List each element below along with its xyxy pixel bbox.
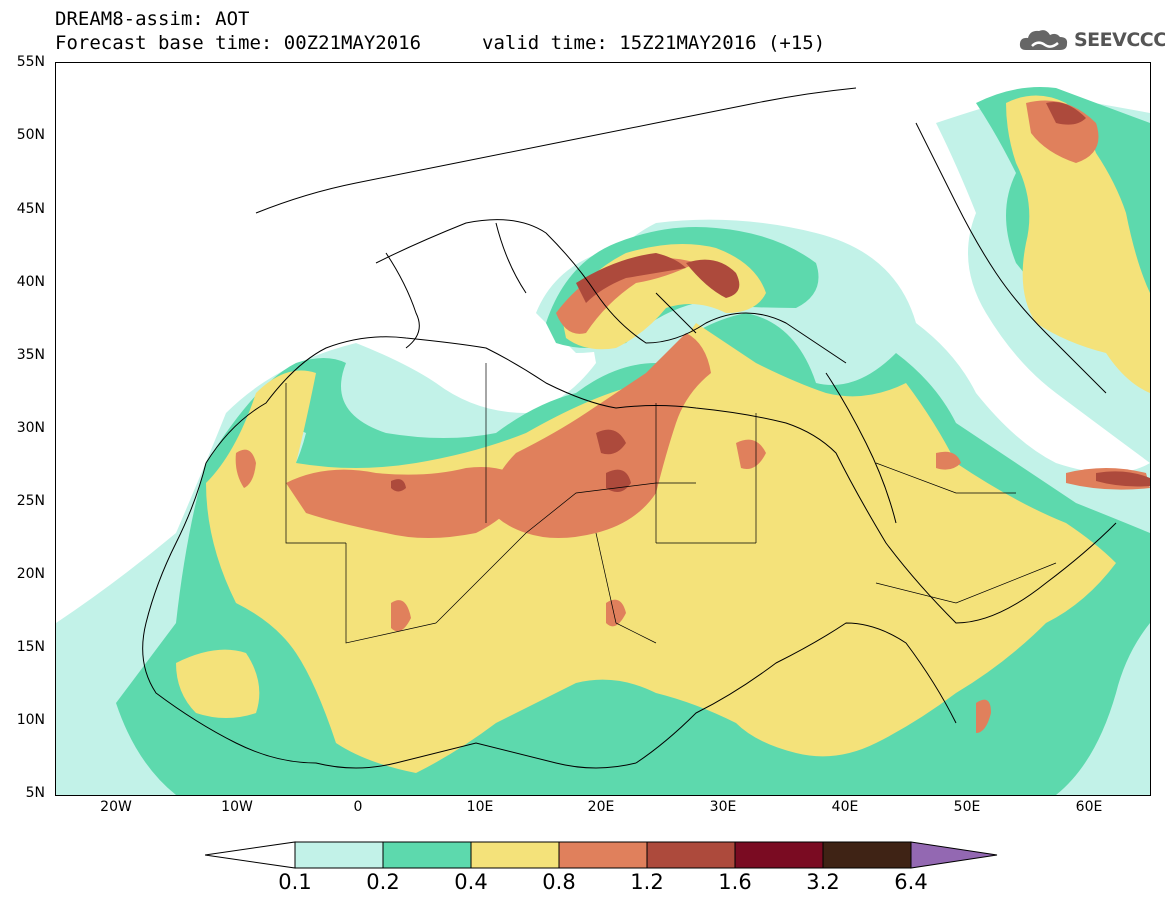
colorbar-label-3.2: 3.2 — [806, 870, 840, 894]
colorbar-bin-3 — [470, 841, 560, 869]
colorbar-label-0.4: 0.4 — [454, 870, 488, 894]
colorbar-svg — [204, 841, 998, 869]
aot-map — [55, 62, 1151, 796]
lon-label-20w: 20W — [100, 799, 132, 815]
colorbar-bin-4 — [558, 841, 648, 869]
lat-label-5n: 5N — [25, 785, 45, 801]
lon-label-10w: 10W — [221, 799, 253, 815]
lon-label-10e: 10E — [466, 799, 494, 815]
lon-label-50e: 50E — [953, 799, 981, 815]
coastlines — [142, 87, 1117, 769]
colorbar-overflow — [910, 841, 998, 869]
country-borders — [285, 363, 1057, 644]
lat-label-15n: 15N — [16, 639, 45, 655]
colorbar-label-0.8: 0.8 — [542, 870, 576, 894]
colorbar-bin-2 — [382, 841, 472, 869]
aot-contour-level-5 — [391, 102, 1150, 492]
lon-label-40e: 40E — [831, 799, 859, 815]
colorbar-underflow — [204, 841, 296, 869]
map-title: DREAM8-assim: AOT — [55, 8, 250, 30]
lat-label-50n: 50N — [16, 127, 45, 143]
logo-text: SEEVCCC — [1074, 29, 1165, 51]
lat-label-20n: 20N — [16, 566, 45, 582]
colorbar — [204, 840, 1000, 874]
colorbar-label-1.6: 1.6 — [718, 870, 752, 894]
lat-label-25n: 25N — [16, 493, 45, 509]
seevccc-logo: SEEVCCC — [1018, 26, 1165, 54]
colorbar-bin-5 — [646, 841, 736, 869]
lat-label-45n: 45N — [16, 201, 45, 217]
colorbar-label-0.1: 0.1 — [278, 870, 312, 894]
map-svg — [56, 87, 1150, 795]
lat-label-10n: 10N — [16, 712, 45, 728]
lon-label-0: 0 — [353, 799, 363, 815]
lat-label-40n: 40N — [16, 274, 45, 290]
colorbar-bin-6 — [734, 841, 824, 869]
lat-label-55n: 55N — [16, 54, 45, 70]
cloud-icon — [1019, 30, 1068, 50]
colorbar-label-0.2: 0.2 — [366, 870, 400, 894]
colorbar-label-1.2: 1.2 — [630, 870, 664, 894]
colorbar-bin-1 — [294, 841, 384, 869]
lat-label-35n: 35N — [16, 347, 45, 363]
colorbar-bin-7 — [822, 841, 912, 869]
lon-label-20e: 20E — [587, 799, 615, 815]
lon-label-30e: 30E — [709, 799, 737, 815]
lat-label-30n: 30N — [16, 420, 45, 436]
forecast-base-time: Forecast base time: 00Z21MAY2016 — [55, 32, 422, 54]
colorbar-label-6.4: 6.4 — [894, 870, 928, 894]
valid-time: valid time: 15Z21MAY2016 (+15) — [482, 32, 826, 54]
lon-label-60e: 60E — [1075, 799, 1103, 815]
